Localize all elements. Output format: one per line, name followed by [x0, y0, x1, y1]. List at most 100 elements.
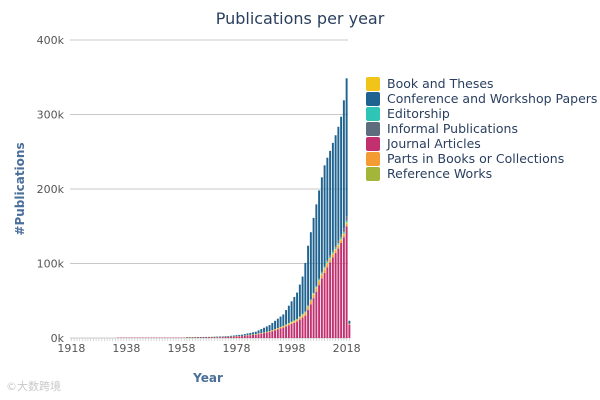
bar-book_and_theses-2004: [307, 306, 310, 308]
bar-book_and_theses-2013: [331, 253, 334, 255]
bar-book_and_theses-2016: [340, 239, 343, 241]
bar-parts_in_books-1998: [290, 322, 293, 324]
bar-conference-2015: [337, 126, 340, 241]
bar-book_and_theses-2006: [312, 294, 315, 295]
bar-conference-1992: [274, 320, 277, 329]
bar-parts_in_books-1999: [293, 321, 296, 323]
legend-item[interactable]: Parts in Books or Collections: [366, 151, 597, 166]
bar-editorship-2009: [320, 272, 323, 274]
bar-journal-1998: [290, 323, 293, 338]
bar-journal-2009: [320, 278, 323, 338]
bar-conference-1996: [285, 310, 288, 325]
bar-journal-2005: [309, 304, 312, 338]
bar-journal-2006: [312, 298, 315, 338]
bar-journal-1980: [241, 336, 243, 338]
bar-book_and_theses-2007: [315, 287, 318, 289]
bar-informal-2015: [337, 240, 340, 244]
bar-conference-2002: [301, 276, 304, 314]
bar-journal-2012: [329, 262, 332, 338]
y-tick-label: 100k: [37, 258, 65, 271]
bar-conference-2013: [331, 142, 334, 251]
legend-item[interactable]: Editorship: [366, 106, 597, 121]
bar-parts_in_books-2016: [340, 240, 343, 244]
bar-informal-2010: [323, 265, 326, 268]
legend-label: Book and Theses: [387, 76, 494, 91]
bar-parts_in_books-2018: [345, 224, 348, 227]
bar-journal-1975: [227, 336, 230, 338]
x-tick-label: 2018: [333, 342, 361, 355]
bar-journal-1968: [208, 337, 210, 338]
bar-conference-1998: [290, 301, 293, 322]
bar-book_and_theses-2010: [323, 268, 326, 270]
bar-journal-1994: [279, 328, 282, 338]
bar-conference-2001: [298, 284, 301, 317]
bar-journal-2018: [345, 226, 348, 338]
bar-conference-1985: [254, 331, 257, 334]
x-tick-label: 1918: [57, 342, 85, 355]
legend-item[interactable]: Informal Publications: [366, 121, 597, 136]
bar-parts_in_books-2000: [296, 320, 299, 322]
bar-informal-2008: [318, 278, 321, 280]
bar-parts_in_books-2014: [334, 250, 337, 254]
bar-book_and_theses-2012: [329, 258, 332, 260]
bar-journal-1970: [213, 337, 216, 338]
bar-book_and_theses-2002: [301, 314, 304, 316]
bar-conference-1987: [260, 329, 263, 333]
legend-item[interactable]: Book and Theses: [366, 76, 597, 91]
x-tick-label: 1998: [278, 342, 306, 355]
bar-editorship-2016: [340, 237, 343, 240]
bar-parts_in_books-2011: [326, 264, 329, 268]
bar-conference-2010: [323, 165, 326, 266]
bar-journal-1976: [230, 336, 232, 338]
bar-journal-2003: [304, 315, 307, 338]
bar-conference-1988: [263, 327, 266, 333]
legend-item[interactable]: Journal Articles: [366, 136, 597, 151]
legend: Book and Theses Conference and Workshop P…: [366, 76, 597, 181]
bar-journal-1992: [274, 330, 277, 338]
bar-editorship-2008: [318, 279, 321, 281]
bar-parts_in_books-1991: [271, 330, 274, 332]
bar-journal-1995: [282, 327, 285, 338]
bar-conference-1989: [265, 326, 268, 332]
bar-journal-1983: [249, 335, 252, 338]
bar-journal-1967: [205, 337, 208, 338]
bar-parts_in_books-2005: [309, 301, 312, 305]
bar-journal-1984: [252, 334, 255, 338]
legend-label: Journal Articles: [387, 136, 481, 151]
bar-parts_in_books-2012: [329, 259, 332, 263]
bar-journal-1997: [287, 325, 290, 338]
bar-journal-2001: [298, 319, 301, 338]
bar-journal-1978: [235, 336, 238, 338]
bar-parts_in_books-2009: [320, 274, 323, 279]
bar-conference-1977: [232, 335, 235, 337]
legend-item[interactable]: Reference Works: [366, 166, 597, 181]
bar-editorship-2017: [342, 232, 345, 234]
y-tick-label: 200k: [37, 183, 65, 196]
bar-parts_in_books-2004: [307, 307, 310, 311]
bar-parts_in_books-1994: [279, 327, 282, 329]
bar-editorship-2012: [329, 256, 332, 259]
bar-parts_in_books-1993: [276, 328, 279, 330]
bar-book_and_theses-2014: [334, 249, 337, 251]
bar-parts_in_books-2015: [337, 246, 340, 249]
legend-swatch: [366, 166, 380, 181]
bars: [117, 78, 351, 338]
x-tick-labels: 1918 1938 1958 1978 1998 2018: [57, 338, 361, 355]
legend-swatch: [366, 106, 380, 121]
y-tick-label: 400k: [37, 34, 65, 47]
legend-item[interactable]: Conference and Workshop Papers: [366, 91, 597, 106]
watermark: ©大数跨境: [6, 380, 61, 393]
bar-book_and_theses-2009: [320, 273, 323, 275]
bar-journal-2011: [326, 267, 329, 338]
legend-label: Reference Works: [387, 166, 493, 181]
y-tick-labels: 0k 100k 200k 300k 400k: [37, 34, 65, 345]
bar-editorship-2011: [326, 261, 329, 263]
bar-journal-1973: [221, 337, 224, 338]
bar-journal-2008: [318, 285, 321, 338]
legend-swatch: [366, 121, 380, 136]
bar-conference-2016: [340, 116, 343, 235]
bar-journal-1991: [271, 331, 274, 338]
bar-parts_in_books-2002: [301, 315, 304, 318]
y-tick-label: 0k: [51, 332, 65, 345]
